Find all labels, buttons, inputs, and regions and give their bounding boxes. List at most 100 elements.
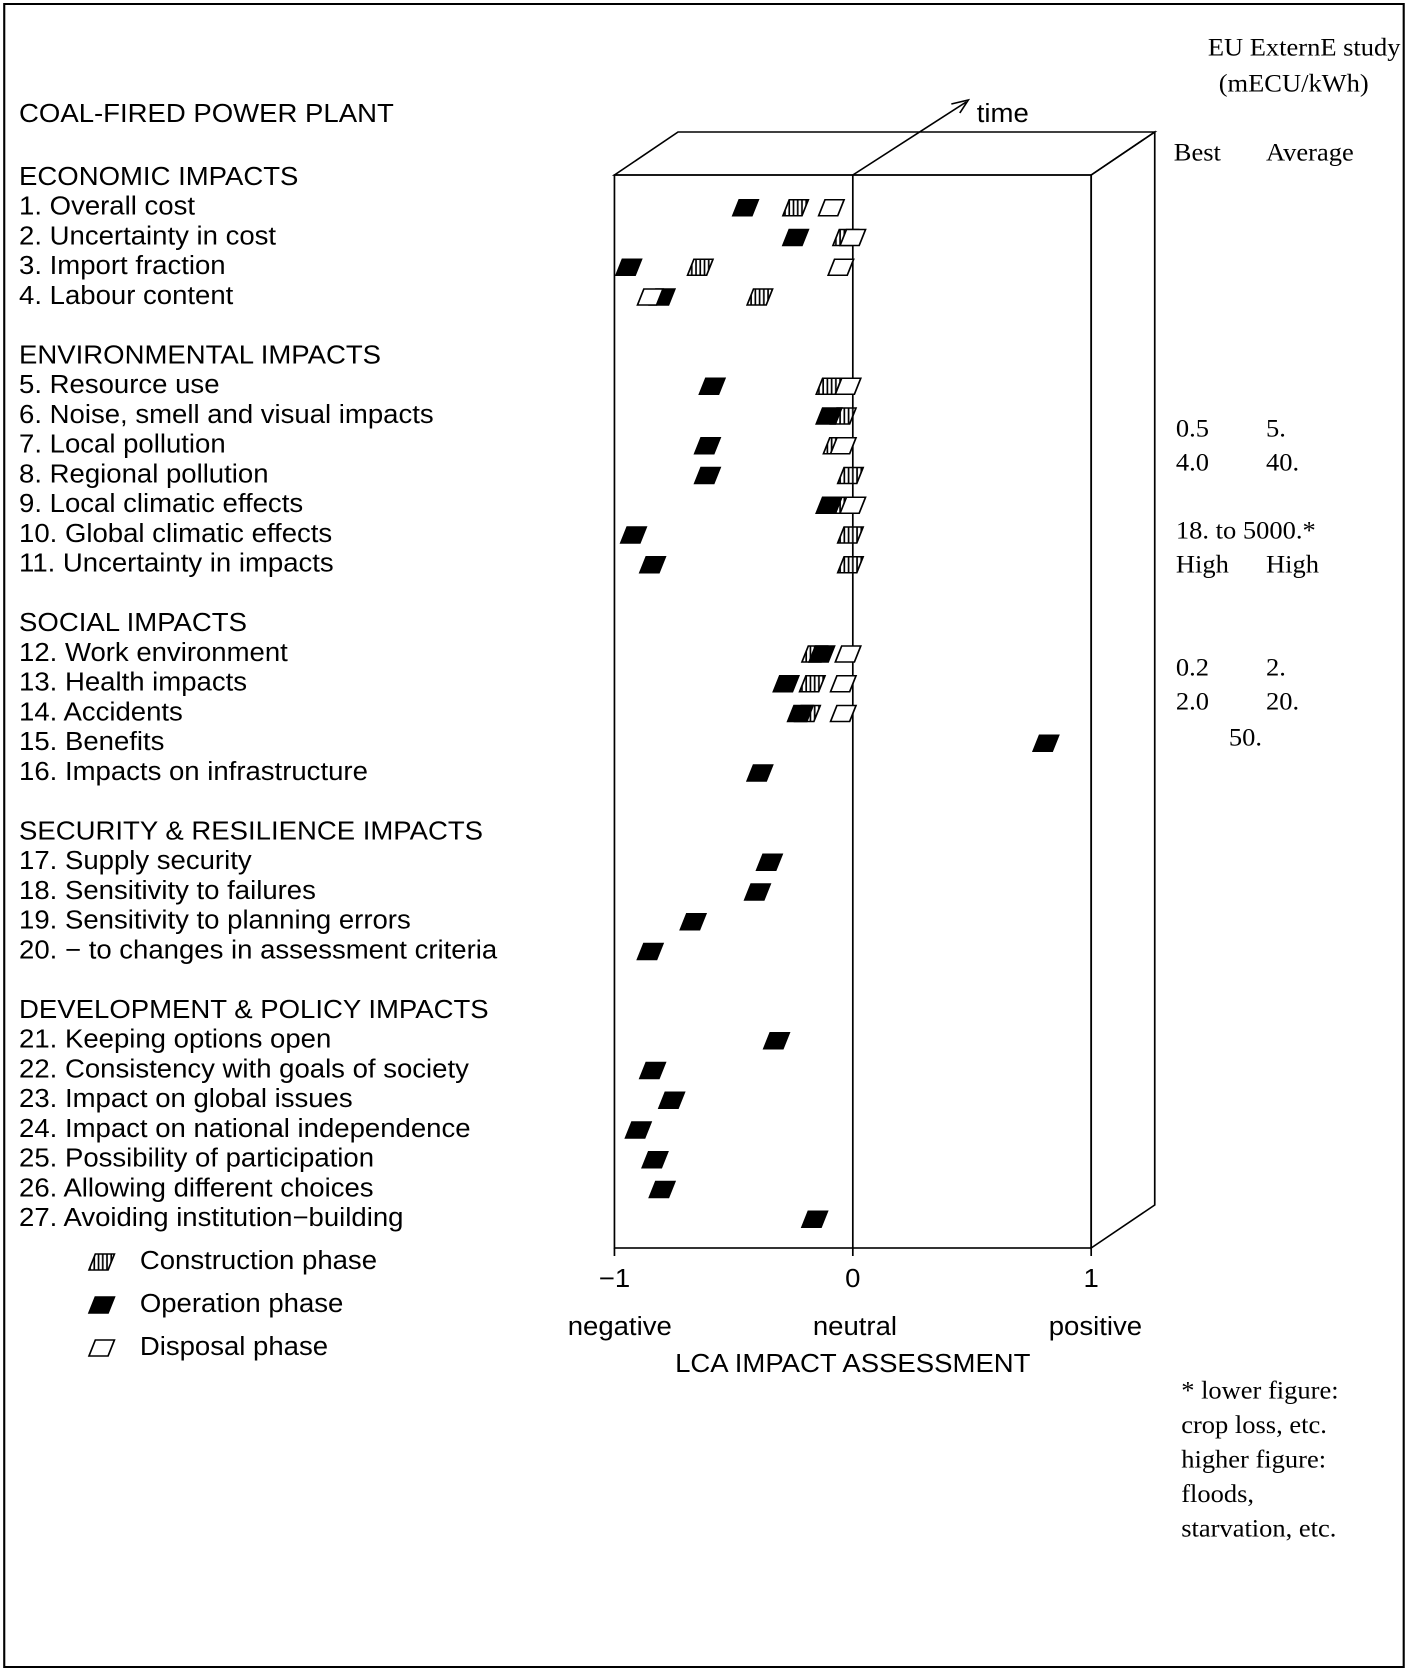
impact-mark [836, 555, 865, 574]
row-label: 24. Impact on national independence [19, 1114, 470, 1143]
impact-mark [614, 258, 643, 277]
externe-value: 2. [1266, 653, 1286, 681]
legend-label: Construction phase [140, 1246, 377, 1275]
impact-mark [698, 377, 727, 396]
impact-mark [836, 466, 865, 485]
legend-label: Disposal phase [140, 1332, 328, 1361]
row-label: 19. Sensitivity to planning errors [19, 905, 411, 934]
externe-value: 5. [1266, 414, 1286, 442]
impact-mark [648, 1180, 677, 1199]
row-label: 3. Import fraction [19, 251, 226, 280]
externe-value: High [1176, 550, 1229, 578]
impact-mark [636, 288, 665, 306]
impact-mark [731, 198, 760, 217]
footnote: * lower figure: [1181, 1376, 1338, 1404]
row-label: 4. Labour content [19, 281, 234, 310]
impact-mark [826, 258, 855, 277]
impact-mark [838, 496, 867, 515]
impact-mark [638, 1061, 667, 1080]
row-label: 26. Allowing different choices [19, 1173, 373, 1202]
row-label: 13. Health impacts [19, 667, 247, 696]
impact-mark [686, 258, 715, 277]
chart-title: COAL-FIRED POWER PLANT [19, 99, 394, 128]
impact-mark [798, 674, 827, 693]
group-title: ENVIRONMENTAL IMPACTS [19, 340, 381, 369]
row-label: 27. Avoiding institution−building [19, 1203, 403, 1232]
footnote: starvation, etc. [1181, 1514, 1336, 1542]
group-title: SOCIAL IMPACTS [19, 608, 247, 637]
externe-value: 18. to 5000.* [1176, 516, 1316, 544]
externe-title: EU ExternE study [1208, 33, 1401, 61]
depth-label: time [977, 99, 1029, 128]
row-label: 12. Work environment [19, 638, 288, 667]
group-title: ECONOMIC IMPACTS [19, 162, 298, 191]
externe-value: High [1266, 550, 1319, 578]
row-label: 14. Accidents [19, 697, 183, 726]
legend-swatch [87, 1296, 116, 1314]
row-label: 17. Supply security [19, 846, 252, 875]
impact-mark [829, 436, 858, 455]
row-label: 23. Impact on global issues [19, 1084, 353, 1113]
impact-mark [834, 377, 862, 396]
externe-column: Average [1266, 138, 1354, 166]
row-label: 25. Possibility of participation [19, 1143, 374, 1172]
x-tick-label: 1 [1084, 1264, 1099, 1293]
impact-mark [745, 764, 774, 782]
legend-swatch [87, 1339, 116, 1357]
footnote: higher figure: [1181, 1445, 1326, 1473]
impact-mark [836, 526, 865, 544]
impact-mark [619, 526, 648, 544]
group-title: SECURITY & RESILIENCE IMPACTS [19, 816, 483, 845]
impact-mark [781, 198, 810, 217]
impact-mark [800, 1210, 829, 1229]
row-label: 5. Resource use [19, 370, 219, 399]
impact-mark [657, 1091, 686, 1110]
impact-mark [815, 407, 843, 425]
impact-mark [624, 1121, 653, 1139]
legend-label: Operation phase [140, 1289, 344, 1318]
impact-mark [817, 198, 846, 217]
x-tick-label: −1 [599, 1264, 630, 1293]
impact-mark [693, 466, 722, 485]
impact-mark [743, 883, 772, 901]
externe-value: 50. [1229, 723, 1262, 751]
externe-column: Best [1174, 138, 1221, 166]
x-tick-label: 0 [845, 1264, 860, 1293]
impact-mark [755, 853, 784, 872]
frame [3, 3, 1405, 1668]
externe-value: 0.5 [1176, 414, 1209, 442]
impact-mark [781, 228, 810, 247]
impact-mark [829, 674, 858, 693]
row-label: 1. Overall cost [19, 191, 196, 220]
x-scale-label: negative [568, 1312, 672, 1341]
row-label: 21. Keeping options open [19, 1024, 331, 1053]
x-scale-label: positive [1049, 1312, 1142, 1341]
row-label: 15. Benefits [19, 727, 164, 756]
impact-mark [762, 1031, 791, 1050]
externe-value: 4.0 [1176, 448, 1209, 476]
row-label: 22. Consistency with goals of society [19, 1054, 469, 1083]
impact-mark [834, 645, 862, 663]
footnote: crop loss, etc. [1181, 1411, 1327, 1439]
row-label: 18. Sensitivity to failures [19, 876, 316, 905]
impact-mark [641, 1150, 669, 1169]
row-label: 20. − to changes in assessment criteria [19, 935, 497, 964]
externe-unit: (mECU/kWh) [1219, 69, 1369, 97]
externe-value: 40. [1266, 448, 1299, 476]
impact-mark [636, 942, 665, 961]
row-label: 10. Global climatic effects [19, 519, 332, 548]
row-label: 2. Uncertainty in cost [19, 221, 277, 250]
x-axis-title: LCA IMPACT ASSESSMENT [675, 1349, 1030, 1378]
row-label: 11. Uncertainty in impacts [19, 548, 334, 577]
impact-mark [838, 228, 867, 247]
row-label: 16. Impacts on infrastructure [19, 757, 368, 786]
impact-mark [829, 704, 858, 723]
externe-value: 2.0 [1176, 687, 1209, 715]
impact-mark [638, 555, 667, 574]
impact-mark [807, 645, 836, 663]
row-label: 9. Local climatic effects [19, 489, 303, 518]
row-label: 8. Regional pollution [19, 459, 268, 488]
externe-value: 0.2 [1176, 653, 1209, 681]
impact-mark [1031, 734, 1060, 753]
